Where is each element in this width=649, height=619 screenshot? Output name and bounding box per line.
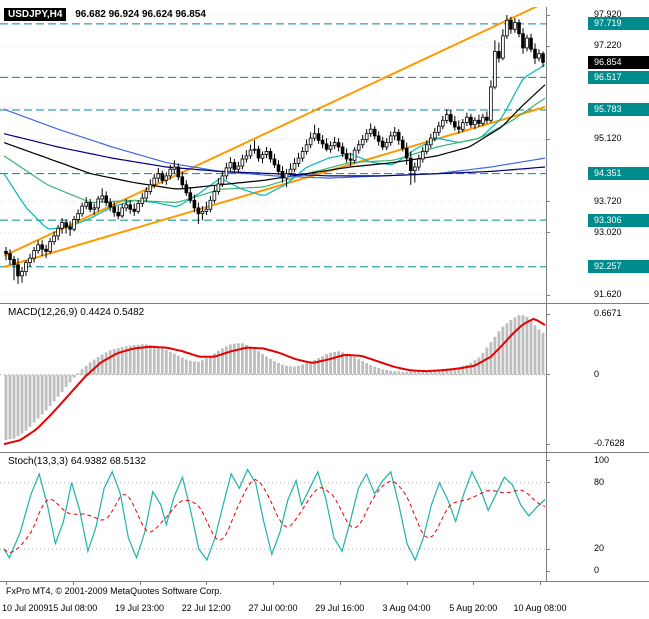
scale-tick <box>546 201 550 203</box>
price-scale-label: 100 <box>594 454 610 465</box>
price-scale-label: 20 <box>594 543 605 553</box>
price-scale-box: 94.351 <box>588 167 649 181</box>
time-axis-label: 22 Jul 12:00 <box>181 603 231 613</box>
time-axis-label: 27 Jul 00:00 <box>248 603 298 613</box>
time-axis[interactable]: 10 Jul 2009 15 Jul 08:00 19 Jul 23:00 22 Ju… <box>0 581 649 619</box>
chart-title-overlay: USDJPY,H4 96.682 96.924 96.624 96.854 <box>4 8 206 21</box>
scale-tick <box>546 45 550 47</box>
time-tick <box>339 581 341 585</box>
panel-divider <box>0 452 649 453</box>
scale-tick <box>546 374 550 376</box>
scale-tick <box>546 460 550 462</box>
scale-tick <box>546 138 550 140</box>
ohlc-readout: 96.682 96.924 96.624 96.854 <box>75 9 206 20</box>
price-scale-label: 91.620 <box>594 289 622 299</box>
price-scale-label: -0.7628 <box>594 438 625 449</box>
time-axis-label: 19 Jul 23:00 <box>114 603 165 613</box>
scale-tick <box>546 294 550 296</box>
price-scale-box: 96.517 <box>588 70 649 84</box>
price-scale-label: 93.020 <box>594 226 622 237</box>
time-axis-label: 5 Aug 20:00 <box>449 603 498 613</box>
copyright-label: FxPro MT4, © 2001-2009 MetaQuotes Softwa… <box>6 586 222 596</box>
price-chart-canvas[interactable] <box>0 7 546 303</box>
time-tick <box>206 581 208 585</box>
scale-tick <box>546 548 550 550</box>
price-scale[interactable]: 97.920 97.220 95.120 93.720 93.020 91.620 97.7… <box>546 0 649 619</box>
price-scale-box: 96.854 <box>588 55 649 69</box>
price-scale-label: 97.920 <box>594 9 622 19</box>
scale-tick <box>546 232 550 234</box>
price-scale-label: 0.6671 <box>594 308 622 319</box>
price-scale-label: 80 <box>594 476 605 487</box>
price-scale-label: 95.120 <box>594 133 622 144</box>
price-scale-box: 93.306 <box>588 213 649 227</box>
time-tick <box>273 581 274 585</box>
time-axis-label: 10 Jul 2009 <box>2 603 49 613</box>
macd-panel-canvas[interactable] <box>0 304 546 452</box>
time-axis-label: 29 Jul 16:00 <box>315 603 365 613</box>
symbol-badge: USDJPY,H4 <box>4 8 67 21</box>
time-tick <box>139 581 141 585</box>
scale-tick <box>546 482 550 484</box>
price-scale-box: 97.719 <box>588 17 649 31</box>
price-scale-label: 0 <box>594 565 600 576</box>
stoch-panel-canvas[interactable] <box>0 453 546 581</box>
scale-tick <box>546 443 550 445</box>
time-tick <box>473 581 475 585</box>
time-axis-label: 3 Aug 04:00 <box>382 603 431 613</box>
time-axis-label: 10 Aug 08:00 <box>513 603 567 613</box>
time-tick <box>6 581 7 585</box>
price-scale-border <box>546 7 547 581</box>
time-tick <box>72 581 74 585</box>
time-tick <box>406 581 408 585</box>
price-scale-box: 95.783 <box>588 103 649 117</box>
macd-label: MACD(12,26,9) 0.4424 0.5482 <box>8 307 145 318</box>
scale-tick <box>546 313 550 315</box>
scale-tick <box>546 570 550 572</box>
scale-tick <box>546 14 550 16</box>
panel-divider <box>0 581 649 582</box>
price-scale-label: 0 <box>594 368 600 379</box>
price-scale-box: 92.257 <box>588 260 649 274</box>
stoch-label: Stoch(13,3,3) 64.9382 68.5132 <box>8 456 146 467</box>
time-tick <box>540 581 541 585</box>
price-scale-label: 97.220 <box>594 40 622 51</box>
time-axis-label: 15 Jul 08:00 <box>48 603 98 613</box>
price-scale-label: 93.720 <box>594 195 622 206</box>
panel-divider <box>0 303 649 304</box>
